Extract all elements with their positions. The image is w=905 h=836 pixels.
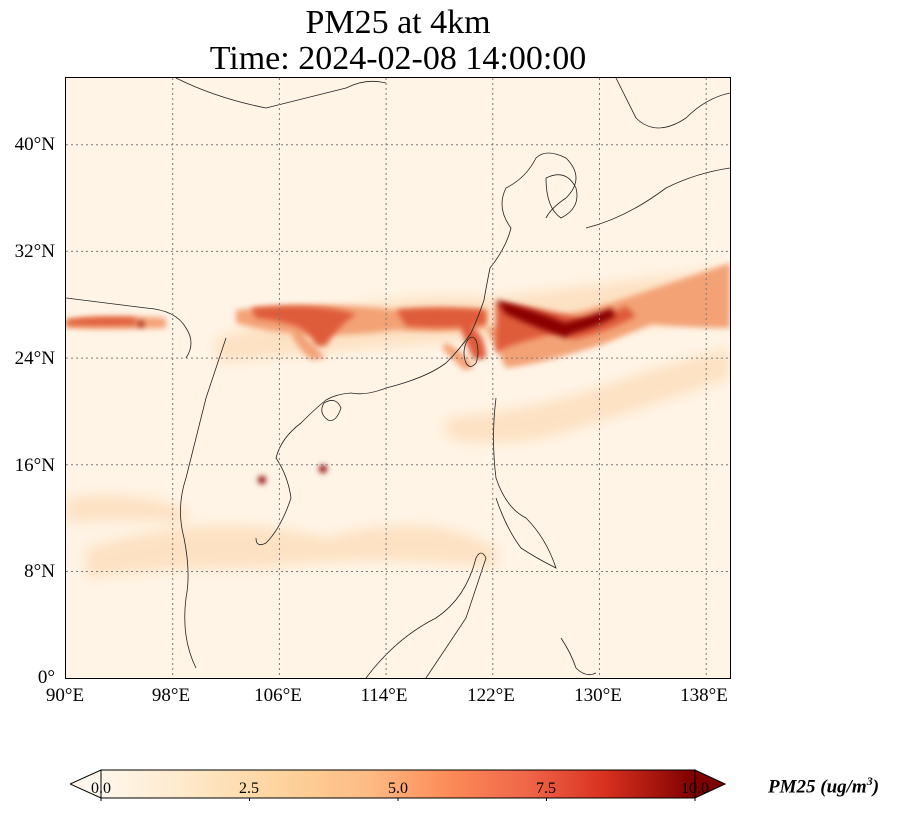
x-tick-label: 138°E bbox=[680, 685, 728, 706]
map-panel bbox=[65, 77, 731, 679]
coastlines bbox=[66, 78, 730, 678]
x-tick-label: 114°E bbox=[360, 685, 408, 706]
colorbar-label-exponent: 3 bbox=[866, 774, 873, 788]
gridlines bbox=[66, 78, 730, 678]
y-tick-label: 16°N bbox=[14, 455, 55, 476]
colorbar-label-main: PM25 (ug/m bbox=[768, 776, 867, 798]
map-title: PM25 at 4km bbox=[305, 4, 491, 41]
map-time-subtitle: Time: 2024-02-08 14:00:00 bbox=[209, 40, 587, 77]
map-background bbox=[66, 78, 730, 678]
colorbar bbox=[70, 769, 726, 801]
pm25-map bbox=[66, 78, 730, 678]
y-tick-label: 32°N bbox=[14, 241, 55, 262]
x-tick-label: 130°E bbox=[574, 685, 622, 706]
y-tick-label: 40°N bbox=[14, 134, 55, 155]
colorbar-tick-label: 0.0 bbox=[91, 780, 111, 797]
x-tick-label: 122°E bbox=[467, 685, 515, 706]
colorbar-label-close: ) bbox=[872, 776, 880, 798]
y-tick-label: 8°N bbox=[24, 561, 55, 582]
colorbar-tick-label: 2.5 bbox=[239, 780, 259, 797]
x-tick-label: 98°E bbox=[151, 685, 191, 706]
x-tick-label: 106°E bbox=[254, 685, 302, 706]
colorbar-tick-label: 5.0 bbox=[388, 780, 408, 797]
y-tick-label: 0° bbox=[37, 667, 55, 688]
x-tick-label: 90°E bbox=[45, 685, 85, 706]
y-tick-label: 24°N bbox=[14, 348, 55, 369]
colorbar-gradient bbox=[101, 770, 695, 798]
colorbar-label: PM25 (ug/m3) bbox=[768, 774, 879, 798]
colorbar-tick-label: 10.0 bbox=[681, 780, 709, 797]
colorbar-tick-label: 7.5 bbox=[536, 780, 556, 797]
